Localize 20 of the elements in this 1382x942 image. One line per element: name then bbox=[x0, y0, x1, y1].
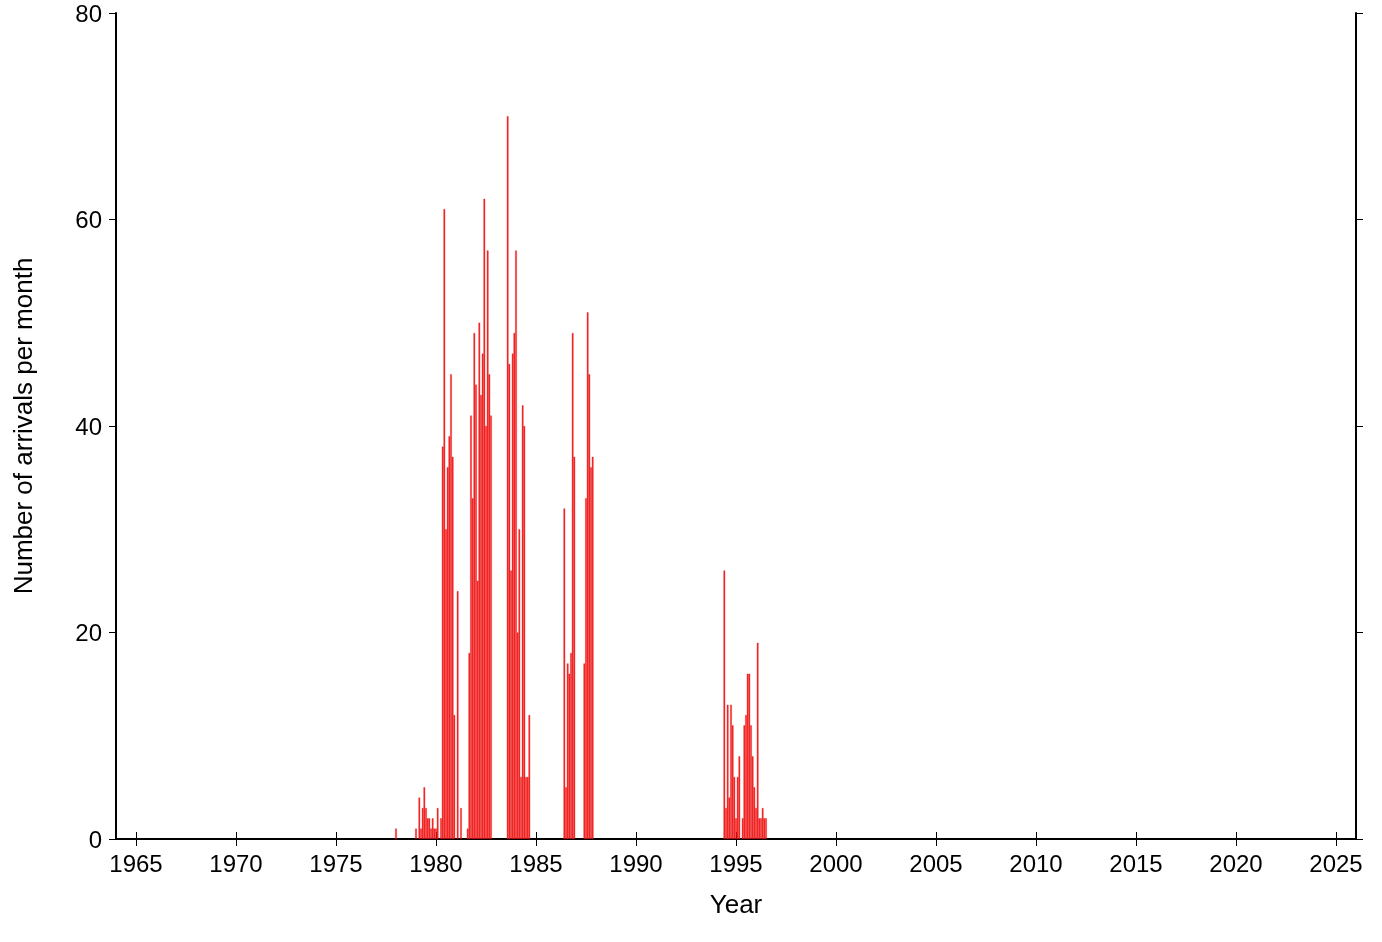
x-tick-label: 1995 bbox=[709, 849, 763, 877]
y-tick-label: 60 bbox=[75, 206, 102, 233]
x-tick-label: 1975 bbox=[309, 849, 363, 877]
x-axis-title: Year bbox=[709, 889, 763, 919]
y-axis-title: Number of arrivals per month bbox=[8, 257, 38, 595]
y-tick-label: 20 bbox=[75, 619, 102, 646]
x-tick-label: 2010 bbox=[1009, 849, 1063, 877]
y-tick-label: 80 bbox=[75, 0, 102, 27]
x-tick-label: 1970 bbox=[209, 849, 263, 877]
x-tick-label: 1990 bbox=[609, 849, 663, 877]
x-tick-label: 2025 bbox=[1309, 849, 1363, 877]
x-tick-label: 1965 bbox=[109, 849, 163, 877]
x-tick-label: 1985 bbox=[509, 849, 563, 877]
x-tick-label: 2000 bbox=[809, 849, 863, 877]
x-tick-label: 2020 bbox=[1209, 849, 1263, 877]
x-tick-label: 1980 bbox=[409, 849, 463, 877]
y-tick-label: 0 bbox=[88, 825, 102, 853]
x-tick-label: 2005 bbox=[909, 849, 963, 877]
y-tick-label: 40 bbox=[75, 412, 102, 440]
x-tick-label: 2015 bbox=[1109, 849, 1163, 877]
